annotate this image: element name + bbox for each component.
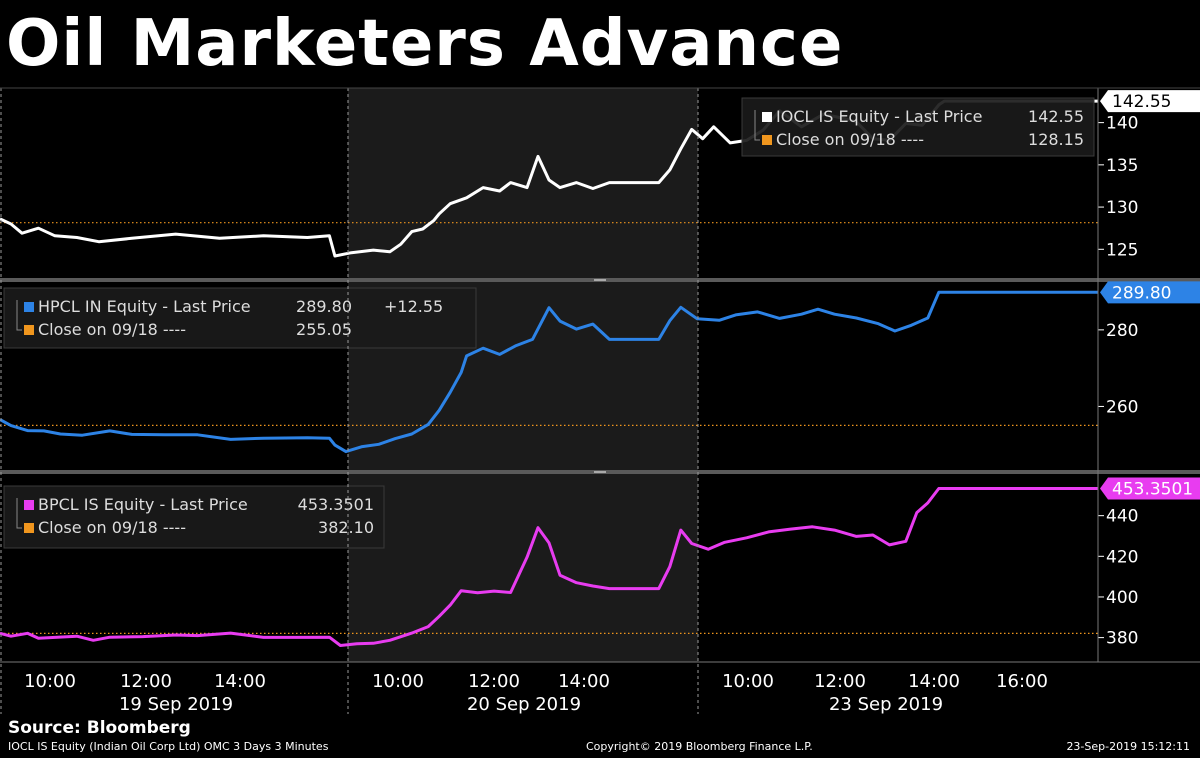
x-tick-label: 14:00	[558, 671, 610, 692]
x-date-label: 19 Sep 2019	[119, 694, 233, 715]
x-date-label: 20 Sep 2019	[467, 694, 581, 715]
legend-price-value: 142.55	[1028, 107, 1084, 126]
legend-price-value: 289.80	[296, 297, 352, 316]
legend-bracket	[16, 300, 22, 331]
legend-swatch-close	[24, 523, 34, 533]
x-tick-label: 14:00	[214, 671, 266, 692]
last-price-label: 453.3501	[1112, 480, 1193, 500]
last-price-tag	[1100, 90, 1200, 113]
x-tick-label: 12:00	[468, 671, 520, 692]
legend-swatch-price	[24, 302, 34, 312]
x-tick-label: 14:00	[908, 671, 960, 692]
legend-close-label: Close on 09/18 ----	[776, 130, 924, 149]
day-shading-20-sep	[348, 88, 698, 662]
y-tick-label: 440	[1106, 507, 1138, 527]
x-tick-label: 12:00	[120, 671, 172, 692]
legend-price-label: BPCL IS Equity - Last Price	[38, 495, 248, 514]
page-title: Oil Marketers Advance	[6, 7, 844, 81]
panel-splitter-handle	[594, 471, 606, 473]
legend-bracket	[16, 498, 22, 529]
x-tick-label: 10:00	[372, 671, 424, 692]
legend-box	[741, 97, 1095, 157]
x-tick-label: 10:00	[24, 671, 76, 692]
legend-close-label: Close on 09/18 ----	[38, 320, 186, 339]
legend-price-value: 453.3501	[298, 495, 374, 514]
x-date-label: 23 Sep 2019	[829, 694, 943, 715]
x-tick-label: 16:00	[996, 671, 1048, 692]
legend-close-value: 382.10	[318, 518, 374, 537]
legend-close-label: Close on 09/18 ----	[38, 518, 186, 537]
x-tick-label: 10:00	[722, 671, 774, 692]
price-series-line	[0, 290, 1098, 454]
last-price-tag	[1100, 477, 1200, 500]
y-tick-label: 130	[1106, 198, 1138, 218]
y-tick-label: 125	[1106, 240, 1138, 260]
last-price-label: 142.55	[1112, 92, 1171, 112]
legend-price-change: +12.55	[384, 297, 443, 316]
y-tick-label: 280	[1106, 321, 1138, 341]
legend-box	[3, 485, 385, 549]
footer-timestamp: 23-Sep-2019 15:12:11	[1066, 740, 1190, 753]
price-series-line	[0, 487, 1098, 647]
legend-swatch-price	[762, 112, 772, 122]
footer-copyright: Copyright© 2019 Bloomberg Finance L.P.	[586, 740, 813, 753]
panel-splitter-handle	[594, 279, 606, 281]
y-tick-label: 260	[1106, 397, 1138, 417]
footer-description: IOCL IS Equity (Indian Oil Corp Ltd) OMC…	[8, 740, 329, 753]
legend-bracket	[754, 110, 760, 141]
x-tick-label: 12:00	[814, 671, 866, 692]
legend-box	[3, 287, 477, 349]
y-tick-label: 380	[1106, 629, 1138, 649]
legend-price-label: IOCL IS Equity - Last Price	[776, 107, 982, 126]
legend-swatch-close	[762, 135, 772, 145]
y-tick-label: 140	[1106, 114, 1138, 134]
legend-price-label: HPCL IN Equity - Last Price	[38, 297, 251, 316]
y-tick-label: 135	[1106, 156, 1138, 176]
y-tick-label: 420	[1106, 547, 1138, 567]
legend-swatch-price	[24, 500, 34, 510]
source-label: Source: Bloomberg	[8, 718, 191, 738]
legend-close-value: 255.05	[296, 320, 352, 339]
legend-swatch-close	[24, 325, 34, 335]
legend-close-value: 128.15	[1028, 130, 1084, 149]
last-price-label: 289.80	[1112, 283, 1171, 303]
last-price-tag	[1100, 281, 1200, 304]
y-tick-label: 400	[1106, 588, 1138, 608]
